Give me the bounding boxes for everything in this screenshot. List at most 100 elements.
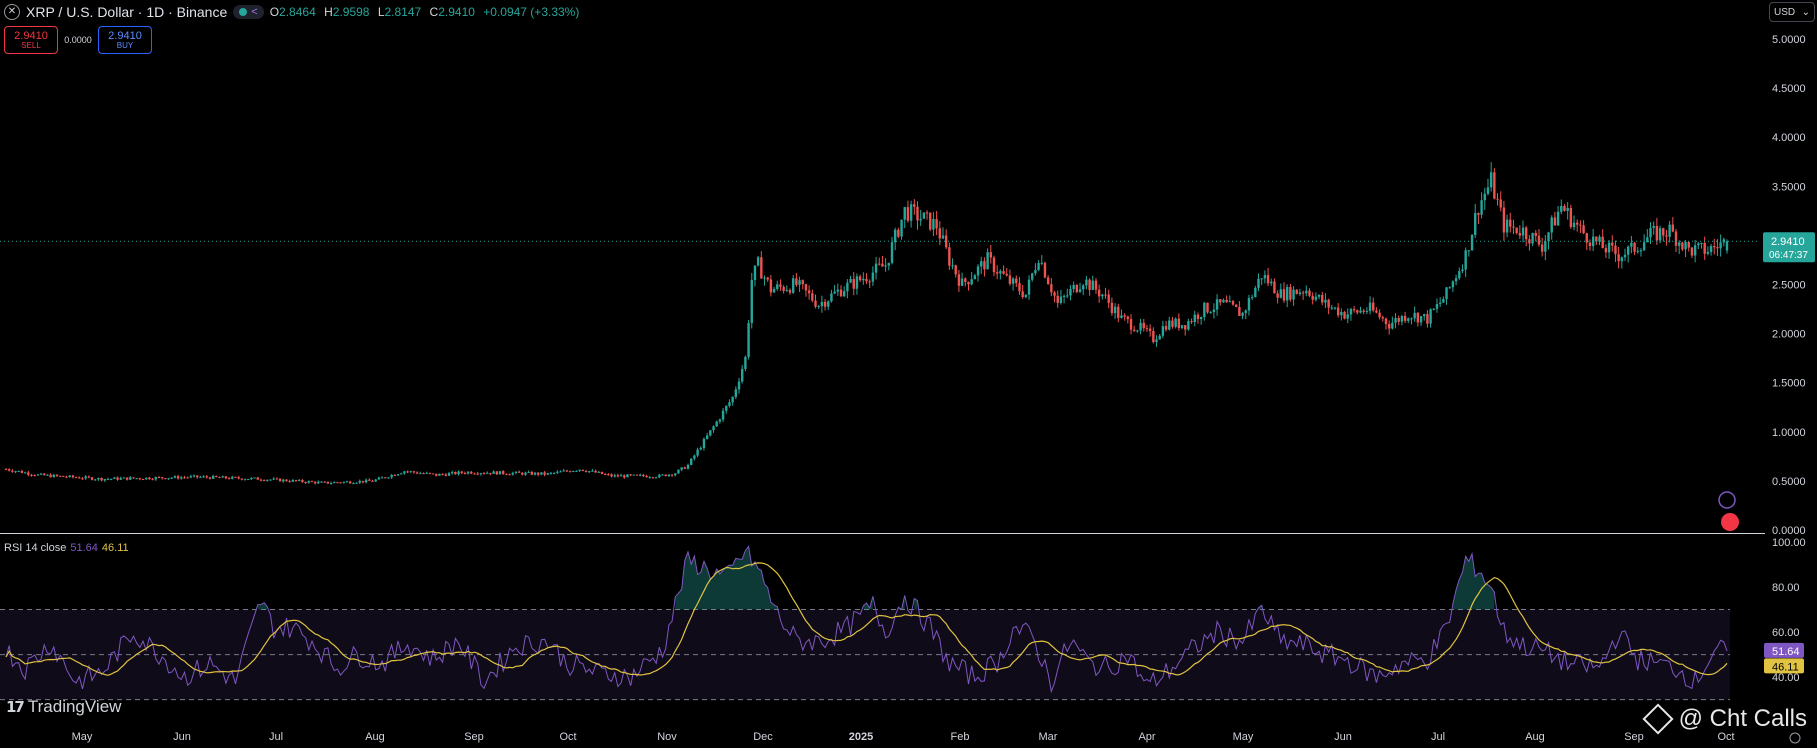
candle-body — [1649, 227, 1652, 238]
candle-body — [970, 279, 973, 285]
candle-body — [597, 471, 600, 473]
candle-body — [607, 474, 610, 476]
candle-body — [741, 368, 744, 382]
candle-body — [1050, 284, 1053, 293]
candle-body — [1528, 239, 1531, 244]
candle-body — [310, 481, 314, 483]
candle-body — [406, 471, 409, 473]
candle-body — [932, 218, 935, 230]
close-icon[interactable]: ✕ — [4, 4, 20, 20]
candle-body — [1142, 322, 1145, 329]
candle-body — [1279, 289, 1283, 298]
candle-body — [390, 474, 393, 478]
candle-body — [1231, 301, 1235, 305]
candle-body — [1579, 224, 1582, 226]
candle-body — [603, 473, 607, 475]
candle-body — [106, 478, 110, 480]
candle-body — [272, 478, 275, 480]
candle-body — [358, 480, 361, 483]
candle-body — [871, 272, 875, 282]
market-status-pill[interactable]: < — [233, 5, 264, 19]
candle-body — [648, 477, 651, 479]
candle-body — [1614, 245, 1617, 255]
candle-body — [1601, 236, 1604, 249]
tradingview-logo[interactable]: 𝟭𝟳 TradingView — [6, 697, 122, 716]
price-axis-tick: 2.0000 — [1772, 329, 1806, 341]
buy-button[interactable]: 2.9410 BUY — [98, 26, 152, 54]
candle-body — [651, 477, 655, 479]
candle-body — [1588, 242, 1592, 247]
candle-body — [1321, 295, 1324, 303]
candle-body — [339, 482, 342, 484]
share-icon[interactable]: < — [251, 6, 258, 18]
candle-body — [1152, 331, 1155, 343]
candle-body — [635, 474, 639, 476]
candle-body — [632, 474, 636, 476]
candle-body — [1085, 279, 1088, 286]
candle-body — [788, 289, 792, 293]
candle-body — [282, 479, 285, 482]
candle-body — [1518, 233, 1522, 236]
candle-body — [393, 474, 397, 476]
tradingview-logo-icon: 𝟭𝟳 — [6, 699, 25, 716]
candle-body — [90, 477, 94, 480]
candle-body — [43, 473, 46, 476]
candle-body — [1461, 269, 1464, 272]
candle-body — [763, 277, 766, 279]
candle-body — [1260, 278, 1263, 280]
candle-body — [776, 284, 779, 289]
candle-body — [1040, 262, 1043, 264]
rsi-legend[interactable]: RSI 14 close 51.64 46.11 — [4, 542, 129, 554]
candle-body — [444, 474, 448, 476]
candle-body — [157, 477, 161, 479]
candle-body — [1607, 242, 1611, 253]
change-readout: +0.0947 (+3.33%) — [483, 5, 580, 19]
candle-body — [329, 483, 333, 485]
time-axis-label: Apr — [1138, 731, 1155, 743]
candle-body — [1330, 307, 1334, 309]
candle-body — [409, 471, 412, 473]
candle-body — [501, 471, 505, 474]
symbol-title[interactable]: XRP / U.S. Dollar · 1D · Binance — [26, 4, 228, 20]
candle-body — [1668, 224, 1671, 237]
time-axis-label: May — [1233, 731, 1254, 743]
trade-panel: 2.9410 SELL 0.0000 2.9410 BUY — [4, 26, 152, 54]
candle-body — [1359, 310, 1362, 313]
candle-body — [1241, 312, 1244, 316]
candle-body — [1505, 219, 1509, 233]
candle-body — [1298, 292, 1302, 294]
candle-body — [909, 204, 913, 221]
candle-body — [1046, 277, 1050, 285]
candle-body — [1521, 227, 1525, 236]
candle-body — [1576, 222, 1579, 225]
candle-body — [1416, 312, 1420, 323]
sell-button[interactable]: 2.9410 SELL — [4, 26, 58, 54]
candle-body — [798, 280, 801, 285]
candle-body — [715, 421, 718, 427]
candle-body — [1184, 325, 1187, 330]
candle-body — [368, 479, 371, 481]
candle-body — [1512, 226, 1515, 228]
current-price-label-bg — [1763, 232, 1815, 263]
candle-body — [1489, 172, 1493, 188]
candle-body — [948, 247, 951, 266]
candle-body — [1155, 339, 1158, 343]
candle-body — [1136, 330, 1139, 332]
candle-body — [1222, 299, 1225, 303]
candle-body — [55, 474, 59, 476]
candle-body — [865, 278, 868, 282]
candle-body — [180, 477, 183, 479]
candle-body — [1662, 228, 1665, 236]
candle-body — [1684, 242, 1687, 250]
candle-body — [189, 476, 193, 478]
candle-body — [1196, 314, 1200, 319]
currency-selector[interactable]: USD ⌄ — [1769, 2, 1815, 22]
candle-body — [1642, 242, 1646, 251]
candle-body — [1525, 227, 1528, 240]
price-axis-tick: 2.5000 — [1772, 280, 1806, 292]
candle-body — [782, 286, 785, 291]
candle-body — [199, 476, 202, 478]
candle-body — [1483, 193, 1486, 201]
candle-body — [403, 471, 406, 474]
